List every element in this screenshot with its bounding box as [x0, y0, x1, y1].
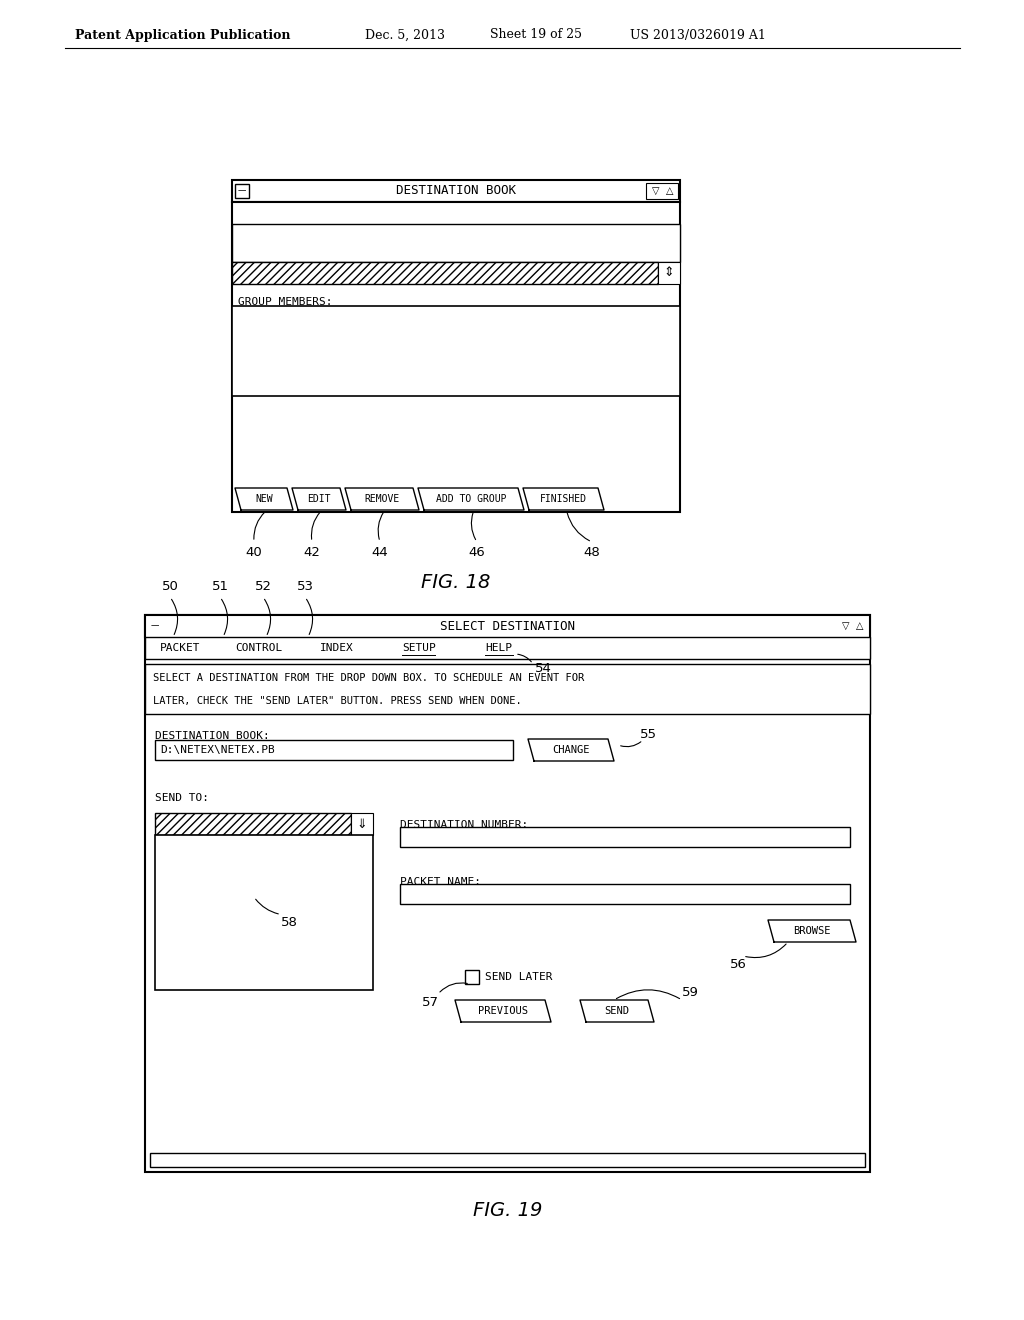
Text: NEW: NEW	[255, 494, 272, 504]
Text: GROUP MEMBERS:: GROUP MEMBERS:	[238, 297, 333, 308]
Text: US 2013/0326019 A1: US 2013/0326019 A1	[630, 29, 766, 41]
Text: △: △	[856, 620, 864, 631]
Bar	[351, 813, 373, 836]
Text: —: —	[238, 186, 246, 195]
Text: REMOVE: REMOVE	[365, 494, 399, 504]
Text: BROWSE: BROWSE	[794, 927, 830, 936]
Text: ⇓: ⇓	[356, 817, 368, 830]
Bar	[232, 306, 680, 396]
Text: PACKET: PACKET	[160, 643, 201, 653]
Text: CHANGE: CHANGE	[552, 744, 590, 755]
Bar	[145, 638, 870, 659]
Text: DESTINATION BOOK: DESTINATION BOOK	[396, 185, 516, 198]
Text: 44: 44	[372, 545, 388, 558]
Text: Patent Application Publication: Patent Application Publication	[75, 29, 291, 41]
Text: Dec. 5, 2013: Dec. 5, 2013	[365, 29, 445, 41]
Text: 52: 52	[255, 581, 271, 594]
Text: 51: 51	[212, 581, 228, 594]
Bar	[155, 741, 513, 760]
Text: D:\NETEX\NETEX.PB: D:\NETEX\NETEX.PB	[160, 744, 274, 755]
Bar	[232, 202, 680, 512]
Text: 48: 48	[584, 545, 600, 558]
Bar	[145, 664, 870, 714]
Bar	[234, 183, 249, 198]
Text: 58: 58	[281, 916, 297, 929]
Bar	[580, 1001, 648, 1022]
Text: ADD TO GROUP: ADD TO GROUP	[436, 494, 506, 504]
Text: LATER, CHECK THE "SEND LATER" BUTTON. PRESS SEND WHEN DONE.: LATER, CHECK THE "SEND LATER" BUTTON. PR…	[153, 696, 522, 706]
Text: SEND TO:: SEND TO:	[155, 793, 209, 803]
Text: PREVIOUS: PREVIOUS	[478, 1006, 528, 1016]
Bar	[145, 615, 870, 1172]
Text: HELP: HELP	[485, 643, 512, 653]
Bar	[145, 615, 870, 638]
Bar	[768, 920, 850, 942]
Bar	[232, 261, 658, 284]
Text: 53: 53	[297, 581, 313, 594]
Bar	[232, 180, 680, 202]
Text: Sheet 19 of 25: Sheet 19 of 25	[490, 29, 582, 41]
Bar	[148, 619, 162, 634]
Text: FIG. 18: FIG. 18	[421, 573, 490, 591]
Text: 50: 50	[162, 581, 178, 594]
Bar	[418, 488, 518, 510]
Text: 56: 56	[729, 957, 746, 970]
Bar	[345, 488, 413, 510]
Text: SETUP: SETUP	[402, 643, 436, 653]
Bar	[234, 488, 287, 510]
Bar	[155, 813, 351, 836]
Bar	[400, 884, 850, 904]
Text: 42: 42	[303, 545, 321, 558]
Text: SELECT DESTINATION: SELECT DESTINATION	[440, 619, 575, 632]
Bar	[155, 836, 373, 990]
Text: 59: 59	[682, 986, 698, 998]
Bar	[400, 828, 850, 847]
Text: FINISHED: FINISHED	[540, 494, 587, 504]
Text: 55: 55	[640, 729, 656, 742]
Text: ▽: ▽	[843, 620, 850, 631]
Bar	[465, 970, 479, 983]
Text: 40: 40	[246, 545, 262, 558]
Bar	[528, 739, 608, 762]
Text: SEND: SEND	[604, 1006, 630, 1016]
Text: FIG. 19: FIG. 19	[473, 1200, 542, 1220]
Text: DESTINATION NUMBER:: DESTINATION NUMBER:	[400, 820, 528, 830]
Bar	[150, 1152, 865, 1167]
Text: DESTINATION BOOK:: DESTINATION BOOK:	[155, 731, 269, 741]
Bar	[646, 183, 678, 199]
Text: PACKET NAME:: PACKET NAME:	[400, 876, 481, 887]
Text: △: △	[667, 186, 674, 195]
Text: INDEX: INDEX	[319, 643, 353, 653]
Bar	[836, 618, 868, 634]
Text: ⇕: ⇕	[664, 267, 674, 280]
Bar	[232, 224, 680, 261]
Text: 57: 57	[422, 995, 438, 1008]
Text: 46: 46	[469, 545, 485, 558]
Text: —: —	[151, 622, 159, 631]
Text: 54: 54	[535, 663, 552, 676]
Text: SELECT A DESTINATION FROM THE DROP DOWN BOX. TO SCHEDULE AN EVENT FOR: SELECT A DESTINATION FROM THE DROP DOWN …	[153, 673, 585, 682]
Bar	[292, 488, 340, 510]
Text: EDIT: EDIT	[307, 494, 331, 504]
Bar	[455, 1001, 545, 1022]
Bar	[523, 488, 598, 510]
Bar	[658, 261, 680, 284]
Text: CONTROL: CONTROL	[234, 643, 283, 653]
Text: SEND LATER: SEND LATER	[485, 972, 553, 982]
Text: ▽: ▽	[652, 186, 659, 195]
